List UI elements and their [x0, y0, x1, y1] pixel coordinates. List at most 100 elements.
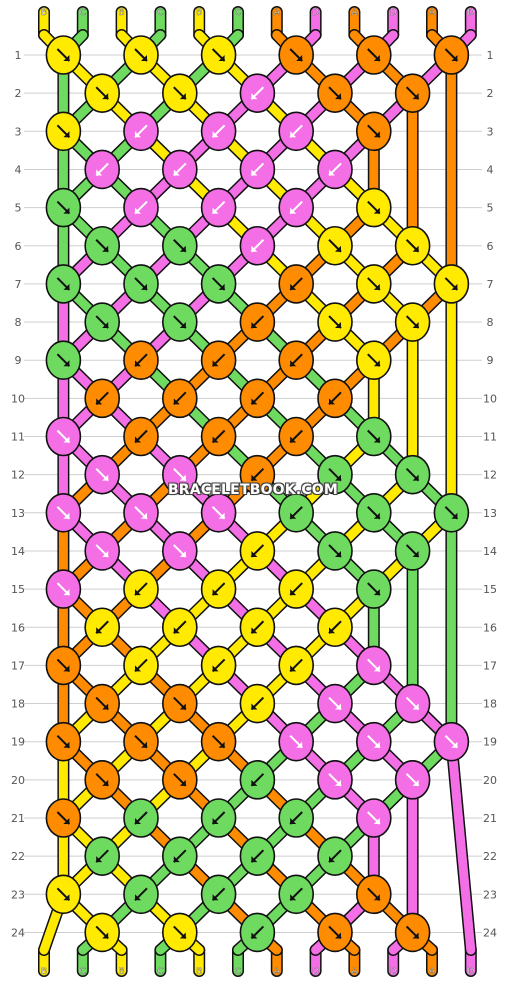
arrow-head: [290, 512, 297, 519]
arrow-head: [251, 779, 258, 786]
row-number-left: 5: [15, 202, 22, 215]
knot: [123, 340, 159, 381]
arrow-head: [173, 856, 180, 863]
arrow-head: [179, 93, 186, 100]
knot: [123, 721, 159, 762]
arrow-head: [102, 703, 109, 710]
row-number-left: 1: [15, 49, 22, 62]
arrow-head: [251, 245, 258, 252]
knot: [317, 531, 353, 571]
row-number-right: 8: [487, 316, 494, 329]
strand-label-top: B: [119, 8, 125, 18]
row-number-left: 16: [11, 621, 25, 634]
arrow-head: [179, 322, 186, 329]
row-number-left: 3: [15, 125, 22, 138]
knot: [162, 302, 198, 342]
knots: [45, 35, 470, 953]
knot: [317, 760, 353, 800]
strand-label-top: A: [429, 8, 436, 18]
knot: [278, 340, 315, 381]
arrow-head: [63, 589, 70, 596]
arrow-head: [179, 703, 186, 710]
arrow-head: [102, 550, 109, 557]
arrow-head: [329, 398, 335, 405]
knot: [45, 645, 82, 686]
knot: [317, 836, 353, 876]
row-number-left: 18: [11, 698, 25, 711]
arrow-head: [373, 207, 380, 214]
knot: [84, 531, 120, 571]
arrow-head: [335, 779, 341, 786]
arrow-head: [141, 512, 147, 519]
knot: [123, 492, 159, 533]
knot: [162, 760, 198, 800]
knot: [200, 264, 237, 304]
knot: [84, 912, 120, 953]
arrow-head: [412, 703, 419, 710]
arrow-head: [102, 245, 109, 252]
knot: [162, 683, 198, 724]
knot: [317, 149, 353, 190]
arrow-head: [63, 360, 70, 367]
strand-label-bottom: D: [467, 967, 474, 977]
arrow-head: [212, 131, 219, 138]
row-number-left: 21: [11, 812, 25, 825]
arrow-head: [102, 779, 109, 786]
strand-labels: B C B C B C A D A D A D B C B C B C A D A D A D: [41, 8, 475, 977]
row-number-left: 7: [15, 278, 22, 291]
knot: [200, 645, 237, 686]
arrow-head: [218, 741, 225, 748]
row-number-right: 12: [483, 469, 497, 482]
knot: [355, 264, 392, 304]
arrow-head: [329, 627, 335, 634]
knot: [45, 340, 82, 381]
arrow-head: [141, 55, 147, 61]
row-number-right: 21: [483, 812, 497, 825]
arrow-head: [63, 131, 70, 138]
arrow-head: [63, 818, 70, 824]
knot: [394, 683, 431, 724]
strand-label-top: D: [312, 8, 319, 18]
arrow-head: [335, 322, 341, 329]
strand-label-top: D: [467, 8, 474, 18]
arrow-head: [179, 245, 186, 252]
knot: [162, 912, 198, 953]
arrow-head: [102, 322, 109, 329]
row-number-right: 9: [487, 354, 494, 367]
arrow-head: [373, 436, 380, 443]
knot: [239, 531, 276, 571]
arrow-head: [135, 894, 141, 901]
knot: [355, 35, 392, 75]
knot: [84, 73, 120, 113]
knot: [433, 721, 470, 762]
knot: [200, 798, 237, 838]
row-number-right: 13: [483, 507, 497, 520]
arrow-head: [135, 207, 141, 214]
arrow-head: [135, 131, 141, 138]
knot: [239, 378, 276, 419]
knot: [317, 302, 353, 342]
arrow-head: [451, 55, 458, 61]
knot: [239, 760, 276, 800]
knot: [317, 607, 353, 648]
knot: [200, 569, 237, 609]
knot: [433, 35, 470, 75]
arrow-head: [290, 665, 297, 672]
arrow-head: [373, 360, 380, 367]
arrow-head: [296, 55, 303, 61]
knot: [84, 378, 120, 419]
arrow-head: [251, 856, 258, 863]
arrow-head: [373, 894, 380, 901]
knot: [45, 721, 82, 762]
row-number-left: 11: [11, 431, 25, 444]
knot: [200, 340, 237, 381]
arrow-head: [179, 550, 186, 557]
arrow-head: [173, 627, 180, 634]
arrow-head: [218, 55, 225, 61]
knot: [84, 225, 120, 266]
knot: [45, 264, 82, 304]
arrow-head: [290, 360, 297, 367]
knot: [84, 454, 120, 495]
knot: [278, 721, 315, 762]
